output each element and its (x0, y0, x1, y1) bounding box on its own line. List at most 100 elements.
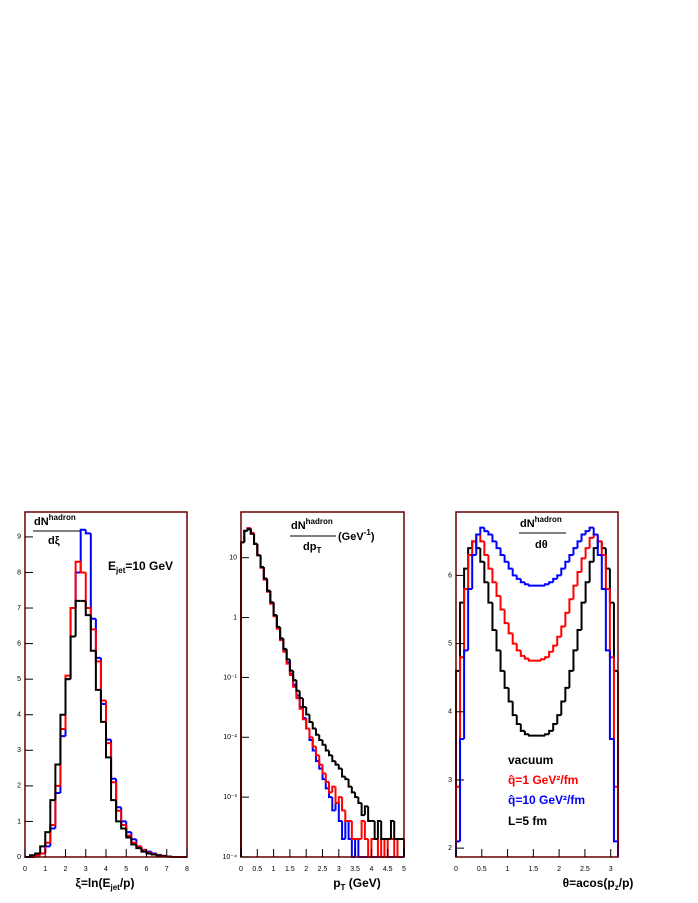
frame (455, 511, 619, 858)
histogram-bin (354, 792, 359, 799)
histogram-bin (463, 649, 469, 740)
x-label: ξ=ln(Ejet/p) (75, 876, 134, 892)
x-tick-label: 2.5 (318, 866, 328, 873)
y-tick-label: 4 (17, 712, 21, 719)
histogram-bin (519, 724, 525, 732)
histogram-bin (576, 540, 582, 549)
histogram-bin (580, 557, 586, 572)
x-tick-label: 3 (337, 866, 341, 873)
histogram-bin (84, 600, 91, 617)
histogram-bin (584, 581, 590, 603)
histogram-bin (548, 729, 554, 735)
y-tick-label: 10⁻⁴ (223, 854, 238, 861)
y-label-denominator: dξ (48, 535, 60, 547)
histogram-bin (592, 527, 598, 536)
histogram-bin (556, 635, 562, 646)
histogram-bin (560, 700, 566, 716)
y-label-unit: (GeV-1) (338, 528, 375, 543)
x-tick-label: 0.5 (252, 866, 262, 873)
histogram-bin (337, 796, 343, 803)
x-tick-label: 6 (145, 866, 149, 873)
histogram-bin (487, 582, 493, 604)
histogram-bin (588, 536, 594, 549)
histogram-bin (334, 786, 339, 804)
histogram-bin (331, 785, 336, 793)
histogram-bin (135, 844, 142, 850)
histogram-bin (467, 588, 473, 651)
x-tick-label: 0 (23, 866, 27, 873)
histogram-bin (39, 845, 46, 854)
histogram-bin (363, 820, 369, 840)
annotation: L=5 fm (508, 814, 547, 828)
histogram-bin (491, 568, 497, 584)
y-label-numerator: dNhadron (520, 515, 562, 530)
histogram-bin (321, 764, 326, 775)
y-tick-label: 2 (448, 845, 452, 852)
histogram-bin (471, 553, 477, 590)
histogram-bin (298, 690, 303, 700)
x-tick-label: 5 (124, 866, 128, 873)
histogram-bin (519, 650, 525, 657)
histogram-bin (511, 568, 517, 577)
histogram-bin (572, 547, 578, 555)
histogram-bin (487, 531, 493, 536)
histogram-bin (503, 670, 509, 689)
histogram-bin (556, 714, 562, 725)
histogram-bin (576, 628, 582, 651)
histogram-bin (160, 855, 167, 858)
histogram-bin (580, 533, 586, 542)
histogram-bin (360, 802, 365, 817)
histogram-bin (288, 659, 294, 672)
y-label-denominator: dpT (303, 541, 321, 555)
x-tick-label: 0 (239, 866, 243, 873)
histogram-bin (337, 802, 343, 822)
histogram-bin (337, 764, 343, 770)
histogram-bin (308, 714, 313, 723)
histogram-bin (483, 561, 489, 584)
y-label-numerator: dNhadron (291, 517, 333, 532)
histogram-bin (115, 800, 122, 823)
histogram-bin (479, 526, 485, 535)
x-tick-label: 5 (402, 866, 406, 873)
x-tick-label: 4.5 (383, 866, 393, 873)
histogram-bin (564, 560, 570, 569)
y-tick-label: 8 (17, 569, 21, 576)
histogram-bin (49, 799, 56, 833)
x-tick-label: 3 (609, 866, 613, 873)
histogram-bin (572, 584, 578, 600)
histogram-bin (467, 553, 473, 590)
histogram-bin (479, 548, 485, 563)
x-tick-label: 2.5 (580, 866, 590, 873)
histogram-bin (272, 602, 277, 617)
histogram-bin (495, 582, 501, 597)
histogram-bin (584, 530, 590, 535)
histogram-bin (69, 635, 76, 680)
histogram-bin (305, 707, 310, 716)
histogram-bin (259, 555, 264, 568)
y-tick-label: 2 (17, 783, 21, 790)
histogram-bin (318, 734, 323, 742)
histogram-bin (393, 820, 398, 840)
histogram-bin (491, 602, 497, 631)
y-tick-label: 6 (448, 572, 452, 579)
histogram-bin (479, 534, 485, 543)
histogram-bin (564, 611, 570, 627)
histogram-bin (74, 560, 81, 609)
histogram-bin (471, 540, 477, 555)
histogram-bin (344, 776, 349, 781)
histogram-bin (285, 648, 290, 661)
histogram-bin (314, 728, 320, 736)
histogram-bin (588, 560, 594, 583)
y-tick-label: 1 (233, 614, 237, 621)
histogram-bin (150, 853, 157, 856)
x-tick-label: 4 (369, 866, 373, 873)
histogram-bin (155, 854, 162, 857)
histogram-bin (130, 837, 137, 846)
histogram-bin (568, 669, 574, 688)
x-tick-label: 7 (165, 866, 169, 873)
y-tick-label: 6 (17, 640, 21, 647)
histogram-bin (341, 768, 346, 778)
histogram-bin (519, 578, 525, 584)
legend-entry: q̂=10 GeV²/fm (508, 793, 585, 807)
